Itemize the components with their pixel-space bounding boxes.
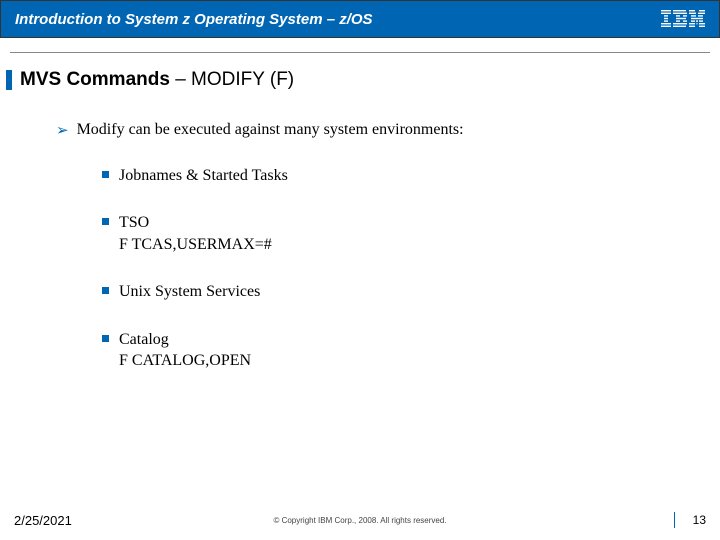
ibm-logo-icon <box>661 10 705 28</box>
slide-title-rest: – MODIFY (F) <box>170 69 294 90</box>
content-region: ➢ Modify can be executed against many sy… <box>0 91 720 372</box>
sub-bullet-text: Catalog F CATALOG,OPEN <box>119 329 251 372</box>
header-title: Introduction to System z Operating Syste… <box>15 11 373 28</box>
square-bullet-icon <box>102 287 109 294</box>
main-bullet-text: Modify can be executed against many syst… <box>77 121 464 139</box>
horizontal-divider <box>10 52 710 53</box>
footer-region: 2/25/2021 © Copyright IBM Corp., 2008. A… <box>0 512 720 528</box>
slide-title-region: MVS Commands – MODIFY (F) <box>0 69 720 91</box>
sub-bullet-text: TSO F TCAS,USERMAX=# <box>119 212 272 255</box>
slide-title: MVS Commands – MODIFY (F) <box>20 69 294 91</box>
square-bullet-icon <box>102 171 109 178</box>
sub-bullet-item: Unix System Services <box>102 281 720 303</box>
main-bullet-item: ➢ Modify can be executed against many sy… <box>56 121 720 141</box>
slide-title-bold: MVS Commands <box>20 69 170 90</box>
footer-copyright: © Copyright IBM Corp., 2008. All rights … <box>273 516 446 525</box>
sub-bullet-item: Catalog F CATALOG,OPEN <box>102 329 720 372</box>
title-accent-bar <box>6 70 12 90</box>
sub-bullet-item: TSO F TCAS,USERMAX=# <box>102 212 720 255</box>
square-bullet-icon <box>102 218 109 225</box>
sub-bullet-text: Jobnames & Started Tasks <box>119 165 288 187</box>
sub-bullet-list: Jobnames & Started Tasks TSO F TCAS,USER… <box>56 165 720 373</box>
sub-bullet-item: Jobnames & Started Tasks <box>102 165 720 187</box>
footer-divider-icon <box>674 512 675 528</box>
square-bullet-icon <box>102 335 109 342</box>
sub-bullet-text: Unix System Services <box>119 281 260 303</box>
arrow-bullet-icon: ➢ <box>56 121 69 141</box>
footer-date: 2/25/2021 <box>14 513 72 528</box>
page-number: 13 <box>693 513 706 527</box>
footer-right: 13 <box>674 512 706 528</box>
header-bar: Introduction to System z Operating Syste… <box>0 0 720 38</box>
